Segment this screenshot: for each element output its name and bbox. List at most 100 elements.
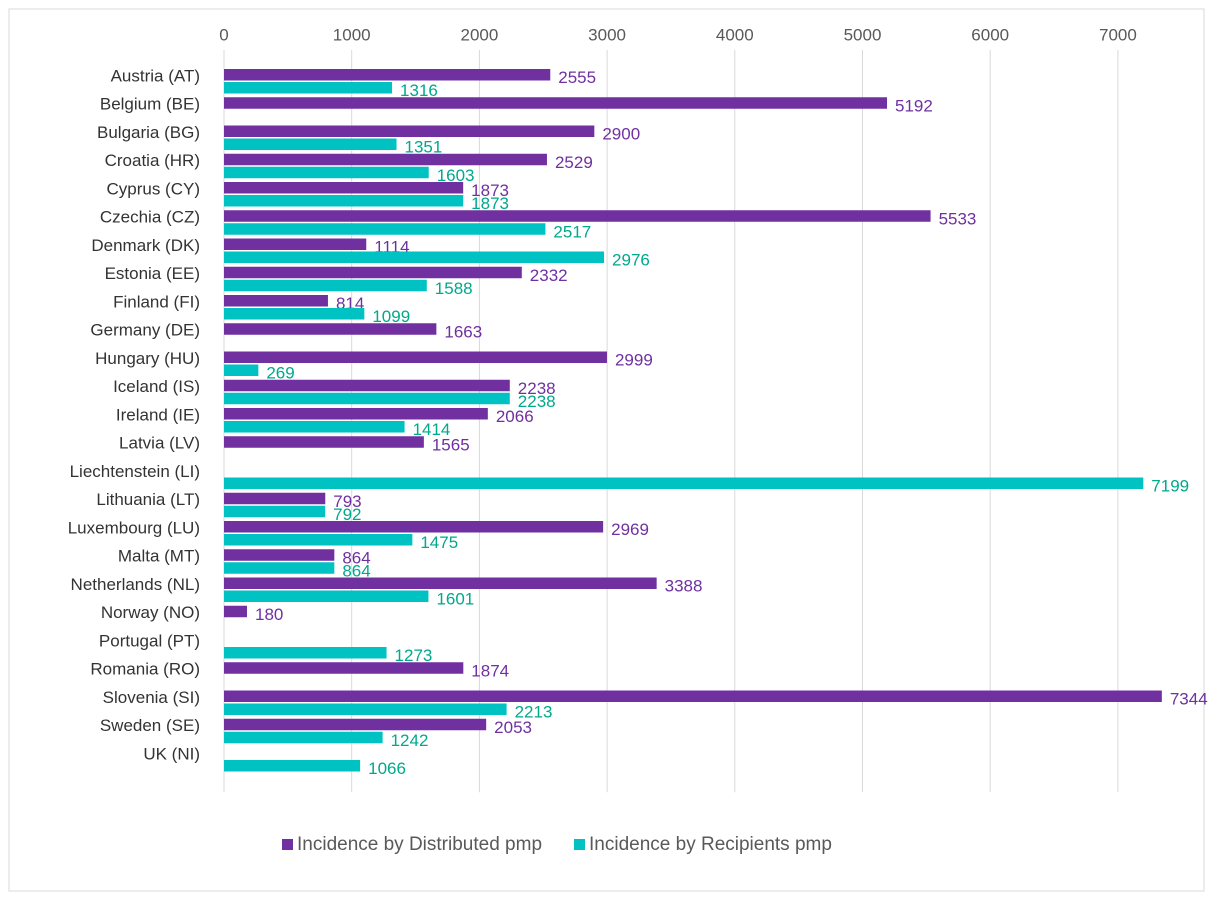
data-label: 1351 [405,138,443,157]
chart-frame [8,8,1205,892]
data-label: 269 [266,364,294,383]
bar [224,195,464,207]
data-label: 1475 [420,533,458,552]
bar [224,295,328,307]
category-label: Sweden (SE) [100,716,200,735]
category-label: UK (NI) [143,744,200,763]
category-label: Luxembourg (LU) [68,518,200,537]
data-label: 1588 [435,279,473,298]
data-label: 1273 [395,646,433,665]
data-label: 792 [333,505,361,524]
x-tick-label: 1000 [333,25,371,44]
data-label: 1242 [391,731,429,750]
data-label: 2969 [611,520,649,539]
data-label: 1663 [444,322,482,341]
category-label: Austria (AT) [111,66,200,85]
data-label: 1874 [471,661,509,680]
bar [224,534,413,546]
bar [224,308,365,320]
bar [224,662,464,674]
bar [224,323,437,335]
bar [224,477,1144,489]
bar [224,279,427,292]
bar [224,379,510,392]
category-label: Norway (NO) [101,603,200,622]
x-tick-label: 3000 [588,25,626,44]
x-tick-label: 5000 [844,25,882,44]
bar [224,590,429,602]
category-label: Liechtenstein (LI) [70,462,200,481]
bar [224,166,429,179]
data-label: 1099 [372,307,410,326]
data-label: 864 [342,548,370,567]
category-label: Germany (DE) [90,321,200,340]
legend-label: Incidence by Recipients pmp [589,834,832,855]
category-label: Latvia (LV) [119,434,200,453]
bar [224,251,605,263]
bar [224,718,487,731]
bar [224,408,488,420]
x-tick-label: 7000 [1099,25,1137,44]
data-label: 2238 [518,392,556,411]
x-tick-label: 2000 [460,25,498,44]
category-label: Portugal (PT) [99,631,200,650]
bar [224,731,383,744]
bar [224,364,259,376]
data-label: 1414 [413,420,451,439]
data-label: 1066 [368,759,406,778]
legend-swatch [574,839,586,850]
bar [224,238,367,250]
bar [224,125,595,137]
category-label: Lithuania (LT) [96,490,200,509]
bar [224,82,393,94]
x-tick-label: 0 [219,25,228,44]
bar [224,690,1162,702]
bar [224,549,335,561]
bar [224,505,326,518]
category-label: Czechia (CZ) [100,208,200,227]
category-label: Iceland (IS) [113,377,200,396]
category-label: Ireland (IE) [116,405,200,424]
category-label: Slovenia (SI) [103,688,200,707]
data-label: 5192 [895,96,933,115]
category-label: Cyprus (CY) [106,179,200,198]
category-label: Romania (RO) [90,660,200,679]
x-tick-label: 6000 [971,25,1009,44]
data-label: 1601 [436,590,474,609]
x-tick-label: 4000 [716,25,754,44]
bar [224,223,546,235]
data-label: 180 [255,605,283,624]
bar [224,138,397,150]
data-label: 793 [333,492,361,511]
bar [224,521,604,533]
category-label: Finland (FI) [113,292,200,311]
data-label: 2238 [518,379,556,398]
legend-label: Incidence by Distributed pmp [297,834,542,855]
category-label: Denmark (DK) [91,236,200,255]
bar [224,647,387,659]
bar [224,153,547,166]
data-label: 2517 [553,222,591,241]
bar [224,562,335,574]
data-label: 1603 [437,166,475,185]
category-label: Bulgaria (BG) [97,123,200,142]
bar [224,703,507,715]
data-label: 7344 [1170,690,1208,709]
data-label: 2213 [515,703,553,722]
bar [224,69,551,81]
bar [224,351,607,363]
data-label: 5533 [939,209,977,228]
bar [224,421,405,433]
data-label: 2053 [494,718,532,737]
data-label: 2529 [555,153,593,172]
bar [224,760,361,772]
bar [224,392,510,405]
category-label: Estonia (EE) [105,264,200,283]
category-label: Netherlands (NL) [71,575,200,594]
legend-swatch [282,839,293,850]
bar [224,436,424,448]
category-label: Hungary (HU) [95,349,200,368]
category-label: Malta (MT) [118,547,200,566]
data-label: 1316 [400,81,438,100]
